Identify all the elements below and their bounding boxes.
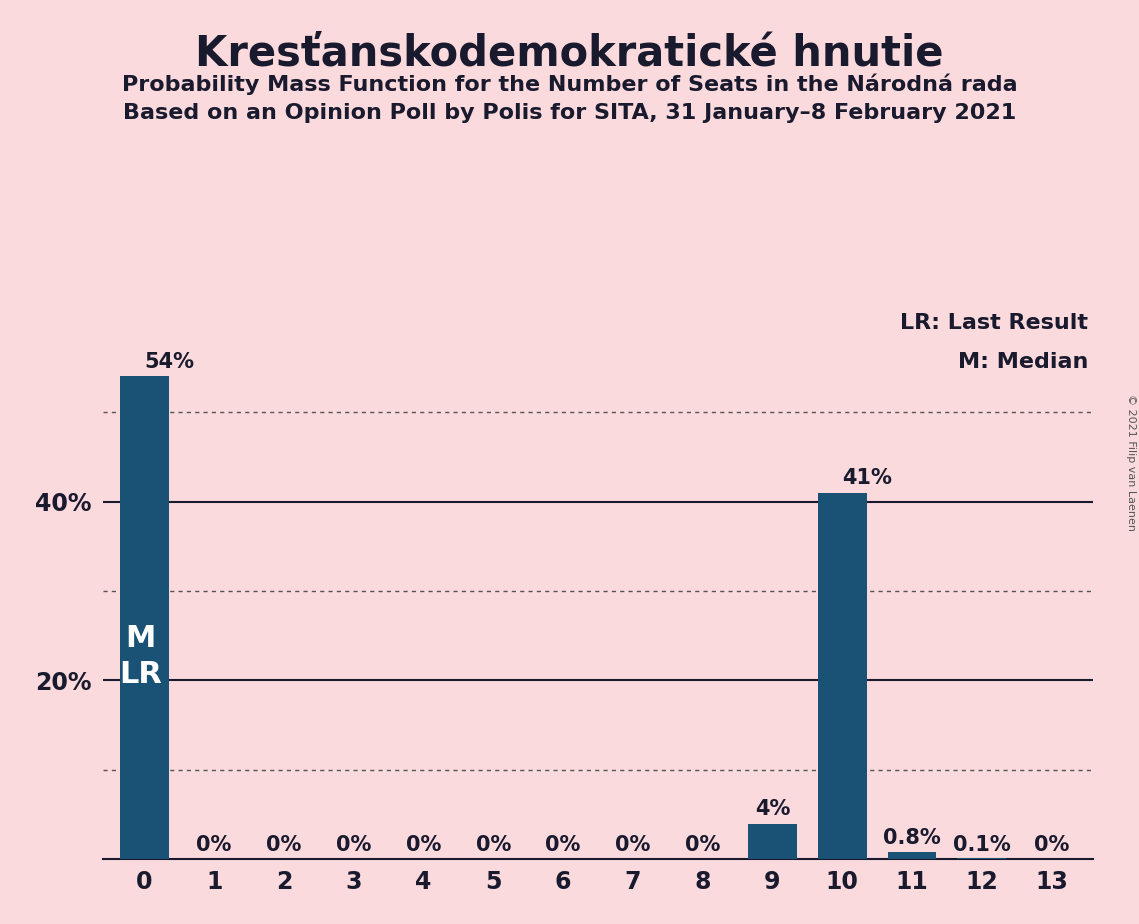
Text: 0%: 0% — [546, 835, 581, 855]
Text: 0%: 0% — [196, 835, 232, 855]
Text: Probability Mass Function for the Number of Seats in the Národná rada: Probability Mass Function for the Number… — [122, 74, 1017, 95]
Text: 0.8%: 0.8% — [883, 828, 941, 847]
Text: 0%: 0% — [476, 835, 511, 855]
Text: LR: Last Result: LR: Last Result — [901, 313, 1089, 334]
Text: M
LR: M LR — [120, 624, 163, 689]
Text: 0%: 0% — [1034, 835, 1070, 855]
Text: M: Median: M: Median — [958, 352, 1089, 372]
Text: Based on an Opinion Poll by Polis for SITA, 31 January–8 February 2021: Based on an Opinion Poll by Polis for SI… — [123, 103, 1016, 124]
Text: 0%: 0% — [405, 835, 441, 855]
Bar — [887, 852, 936, 859]
Text: 0%: 0% — [267, 835, 302, 855]
Text: 54%: 54% — [145, 352, 195, 372]
Text: 0.1%: 0.1% — [953, 835, 1010, 855]
Bar — [818, 492, 867, 859]
Text: 0%: 0% — [685, 835, 720, 855]
Text: Kresťanskodemokratické hnutie: Kresťanskodemokratické hnutie — [195, 32, 944, 74]
Bar — [748, 823, 797, 859]
Text: 0%: 0% — [336, 835, 371, 855]
Text: 4%: 4% — [755, 799, 790, 819]
Text: 0%: 0% — [615, 835, 650, 855]
Text: 41%: 41% — [842, 468, 892, 488]
Bar — [120, 376, 169, 859]
Text: © 2021 Filip van Laenen: © 2021 Filip van Laenen — [1126, 394, 1136, 530]
